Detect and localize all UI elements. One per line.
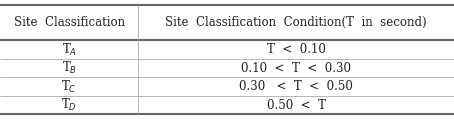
Text: T$_{B}$: T$_{B}$ [62,60,77,76]
Text: T  <  0.10: T < 0.10 [267,43,326,56]
Text: T$_{C}$: T$_{C}$ [61,79,77,95]
Text: 0.50  <  T: 0.50 < T [267,99,326,112]
Text: Site  Classification  Condition(T  in  second): Site Classification Condition(T in secon… [165,16,427,29]
Text: T$_{A}$: T$_{A}$ [62,42,77,58]
Text: Site  Classification: Site Classification [14,16,125,29]
Text: T$_{D}$: T$_{D}$ [61,97,77,113]
Text: 0.30   <  T  <  0.50: 0.30 < T < 0.50 [239,80,353,93]
Text: 0.10  <  T  <  0.30: 0.10 < T < 0.30 [241,62,351,75]
